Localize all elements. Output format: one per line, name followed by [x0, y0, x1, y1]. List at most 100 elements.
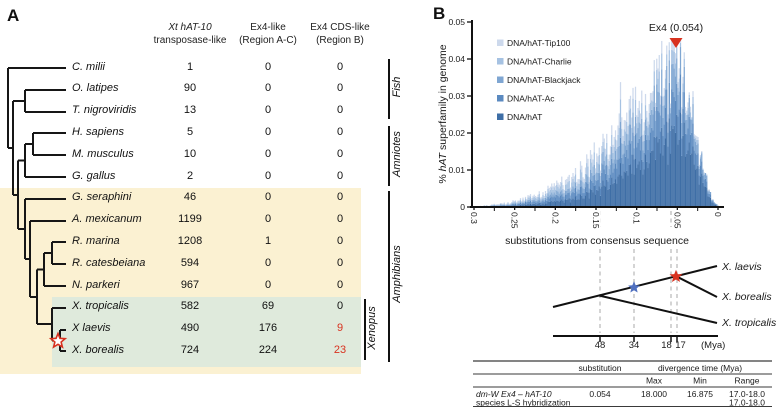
histogram-bar: [616, 168, 618, 184]
histogram-bar: [608, 169, 610, 179]
histogram-bar: [682, 83, 684, 93]
histogram-bar: [539, 202, 542, 205]
histogram-bar: [642, 141, 644, 151]
histogram-bar: [586, 163, 588, 175]
histogram-bar: [606, 179, 608, 207]
histogram-bar: [678, 139, 680, 207]
histogram-bar: [716, 204, 718, 206]
histogram-bar: [669, 130, 672, 154]
histogram-bar: [708, 191, 710, 194]
histogram-bar: [704, 186, 707, 207]
histogram-bar: [678, 78, 680, 92]
histogram-bar: [656, 136, 658, 207]
histogram-bar: [593, 164, 595, 175]
histogram-bar: [621, 143, 623, 158]
histogram-bar: [612, 144, 614, 153]
histogram-bar: [524, 196, 527, 199]
histogram-bar: [532, 203, 534, 207]
histogram-bar: [499, 205, 502, 206]
histogram-bar: [571, 182, 573, 190]
histogram-bar: [559, 191, 562, 196]
histogram-bar: [668, 60, 670, 83]
histogram-bar: [613, 136, 615, 147]
histogram-bar: [559, 195, 562, 201]
histogram-bar: [702, 175, 704, 183]
histogram-bar: [611, 125, 613, 135]
histogram-bar: [558, 193, 560, 198]
histogram-bar: [577, 183, 579, 190]
histogram-bar: [556, 194, 558, 201]
histogram-bar: [694, 169, 697, 207]
histogram-bar: [493, 205, 495, 207]
histogram-bar: [576, 195, 578, 200]
histogram-bar: [539, 197, 542, 200]
histogram-bar: [616, 148, 618, 160]
histogram-bar: [691, 153, 693, 207]
histogram-bar: [671, 89, 673, 126]
histogram-bar: [602, 141, 604, 152]
histogram-bar: [703, 174, 705, 180]
histogram-bar: [532, 201, 534, 204]
histogram-bar: [619, 163, 622, 207]
histogram-bar: [661, 69, 663, 97]
histogram-bar: [523, 203, 525, 206]
histogram-bar: [516, 202, 518, 204]
histogram-bar: [594, 173, 597, 181]
histogram-bar: [609, 154, 612, 165]
histogram-bar: [696, 136, 698, 141]
histogram-bar: [707, 189, 709, 191]
histogram-bar: [521, 201, 523, 204]
species-name: C. milii: [72, 60, 105, 73]
histogram-bar: [606, 154, 608, 165]
histogram-bar: [654, 137, 657, 160]
species-value: 46: [183, 191, 197, 204]
histogram-bar: [519, 199, 522, 202]
histogram-bar: [608, 160, 610, 170]
histogram-bar: [537, 196, 539, 200]
histogram-bar: [583, 178, 585, 184]
histogram-bar: [593, 185, 595, 207]
histogram-bar: [572, 198, 574, 207]
histogram-bar: [492, 204, 494, 206]
histogram-bar: [542, 203, 544, 207]
histogram-bar: [687, 128, 689, 151]
histogram-bar: [714, 203, 717, 204]
histogram-bar: [543, 204, 545, 207]
histogram-bar: [537, 201, 539, 204]
histogram-bar: [563, 202, 565, 207]
histogram-bar: [653, 136, 655, 207]
histogram-bar: [552, 197, 554, 202]
histogram-bar: [707, 196, 709, 207]
histogram-bar: [552, 189, 554, 195]
histogram-bar: [692, 91, 694, 97]
group-label-amphibians: Amphibians: [391, 245, 403, 303]
tree-taxon-label: X. borealis: [721, 291, 772, 303]
histogram-bar: [549, 194, 552, 198]
species-name: A. mexicanum: [72, 213, 142, 226]
histogram-bar: [587, 192, 589, 207]
histogram-bar: [611, 134, 613, 147]
histogram-bar: [667, 164, 669, 207]
histogram-bar: [513, 204, 515, 206]
histogram-bar: [534, 200, 537, 203]
histogram-bar: [642, 174, 644, 207]
histogram-bar: [508, 205, 510, 207]
histogram-bar: [541, 202, 543, 205]
histogram-bar: [563, 192, 565, 197]
histogram-bar: [699, 154, 702, 157]
x-tick-label-bg: [510, 210, 520, 230]
histogram-bar: [619, 137, 622, 164]
histogram-bar: [699, 158, 702, 166]
chart-legend: DNA/hAT-Tip100 DNA/hAT-Charlie DNA/hAT-Bla…: [497, 38, 581, 122]
histogram-bar: [619, 121, 622, 138]
histogram-bar: [551, 187, 553, 193]
histogram-bar: [497, 204, 499, 205]
histogram-bar: [553, 183, 555, 188]
histogram-bar: [609, 184, 612, 207]
histogram-bar: [544, 193, 547, 198]
histogram-bar: [598, 186, 600, 207]
species-value: 967: [180, 278, 200, 291]
histogram-bar: [636, 168, 638, 207]
histogram-bar: [652, 91, 654, 102]
histogram-bar: [688, 92, 690, 95]
